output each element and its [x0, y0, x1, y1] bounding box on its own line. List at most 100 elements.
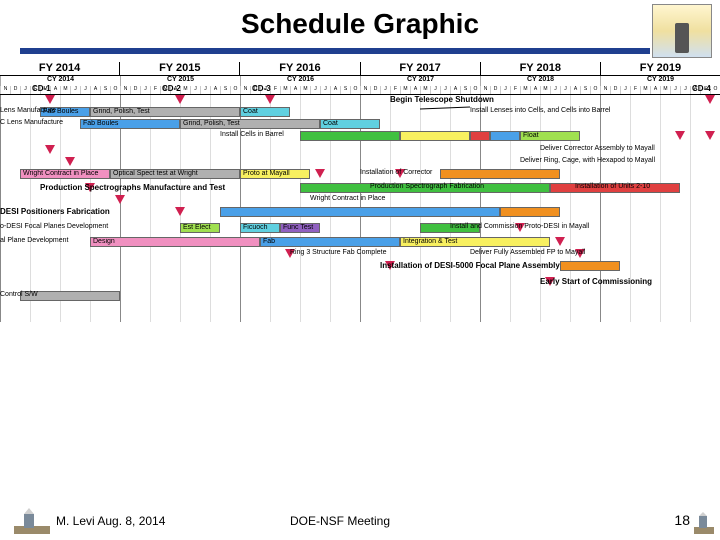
month-cell: M [400, 86, 410, 94]
month-cell: A [570, 86, 580, 94]
milestone-icon [175, 95, 185, 104]
month-cell: J [680, 86, 690, 94]
month-cell: A [650, 86, 660, 94]
month-cell: M [540, 86, 550, 94]
cy-header-cell: CY 2014 [0, 76, 120, 86]
row-label: Ring 3 Structure Fab Complete [290, 249, 387, 256]
month-cell: O [470, 86, 480, 94]
month-cell: D [490, 86, 500, 94]
gantt-bar [300, 131, 400, 141]
month-cell: J [310, 86, 320, 94]
month-cell: A [90, 86, 100, 94]
milestone-icon [175, 207, 185, 216]
month-cell: F [630, 86, 640, 94]
gantt-bar: Integration & Test [400, 237, 550, 247]
gantt-bar: Optical Spect test at Wright [110, 169, 240, 179]
month-cell: O [710, 86, 720, 94]
gantt-bar [560, 261, 620, 271]
month-cell: O [350, 86, 360, 94]
milestone-label: CD-4 [692, 84, 711, 93]
month-cell: A [450, 86, 460, 94]
month-cell: J [70, 86, 80, 94]
gantt-bar: Fab [260, 237, 400, 247]
month-cell: J [500, 86, 510, 94]
footer-meeting: DOE-NSF Meeting [290, 514, 390, 528]
gantt-bar: Fab Boules [80, 119, 180, 129]
row-label: Production Spectrograph Fabrication [370, 183, 484, 190]
month-cell: O [230, 86, 240, 94]
row-label: Install Cells in Barrel [220, 131, 284, 138]
gantt-bar: Est Elect [180, 223, 220, 233]
row-label: Early Start of Commissioning [540, 277, 652, 286]
row-label: C Lens Manufacture [0, 119, 63, 126]
milestone-icon [675, 131, 685, 140]
month-cell: J [550, 86, 560, 94]
month-cell: O [110, 86, 120, 94]
row-label: Installation of Corrector [360, 169, 432, 176]
gantt-grid: CD-1CD-2CD-3CD-4Begin Telescope Shutdown… [0, 95, 720, 322]
gantt-bar [400, 131, 470, 141]
fiscal-year-header: FY 2014FY 2015FY 2016FY 2017FY 2018FY 20… [0, 62, 720, 76]
month-cell: N [240, 86, 250, 94]
month-cell: J [200, 86, 210, 94]
month-cell: J [140, 86, 150, 94]
row-label: Production Spectrographs Manufacture and… [40, 183, 225, 192]
milestone-label: CD-3 [252, 84, 271, 93]
fy-header-cell: FY 2015 [119, 62, 239, 75]
month-cell: D [370, 86, 380, 94]
month-cell: M [300, 86, 310, 94]
month-cell: A [410, 86, 420, 94]
calendar-year-header: CY 2014CY 2015CY 2016CY 2017CY 2018CY 20… [0, 76, 720, 86]
month-cell: F [150, 86, 160, 94]
gantt-bar [500, 207, 560, 217]
month-cell: M [420, 86, 430, 94]
row-label: Install Lenses into Cells, and Cells int… [470, 107, 610, 114]
month-cell: S [340, 86, 350, 94]
month-cell: N [480, 86, 490, 94]
gantt-bar: Grind, Polish, Test [180, 119, 320, 129]
fy-header-cell: FY 2018 [480, 62, 600, 75]
footer-author-date: M. Levi Aug. 8, 2014 [56, 514, 165, 528]
month-cell: F [270, 86, 280, 94]
month-cell: M [180, 86, 190, 94]
row-label: Begin Telescope Shutdown [390, 95, 494, 104]
month-cell: J [20, 86, 30, 94]
fy-header-cell: FY 2019 [600, 62, 720, 75]
month-cell: J [380, 86, 390, 94]
month-cell: S [580, 86, 590, 94]
month-cell: J [670, 86, 680, 94]
row-label: Control S/W [0, 291, 38, 298]
row-label: DESI Positioners Fabrication [0, 207, 110, 216]
gantt-bar: Coat [240, 107, 290, 117]
month-cell: M [60, 86, 70, 94]
month-cell: M [520, 86, 530, 94]
month-cell: N [120, 86, 130, 94]
month-cell: M [660, 86, 670, 94]
month-cell: J [560, 86, 570, 94]
month-cell: S [460, 86, 470, 94]
month-cell: A [290, 86, 300, 94]
gantt-bar [440, 169, 560, 179]
gantt-bar: Coat [320, 119, 380, 129]
milestone-icon [45, 145, 55, 154]
month-cell: A [50, 86, 60, 94]
month-cell: O [590, 86, 600, 94]
cy-header-cell: CY 2018 [480, 76, 600, 86]
milestone-icon [115, 195, 125, 204]
gantt-bar: Wright Contract in Place [20, 169, 110, 179]
milestone-icon [265, 95, 275, 104]
month-cell: A [330, 86, 340, 94]
row-label: Install and Commission Proto-DESI in May… [450, 223, 589, 230]
row-label: Installation of Units 2-10 [575, 183, 650, 190]
milestone-label: CD-1 [32, 84, 51, 93]
gantt-bar: Ficuoch [240, 223, 280, 233]
milestone-icon [65, 157, 75, 166]
gantt-bar [490, 131, 520, 141]
row-label: Lens Manufacture [0, 107, 56, 114]
month-header: NDJFMAMJJASONDJFMAMJJASONDJFMAMJJASONDJF… [0, 86, 720, 95]
month-cell: N [360, 86, 370, 94]
month-cell: S [220, 86, 230, 94]
month-cell: D [130, 86, 140, 94]
month-cell: J [190, 86, 200, 94]
observatory-icon [14, 508, 50, 534]
